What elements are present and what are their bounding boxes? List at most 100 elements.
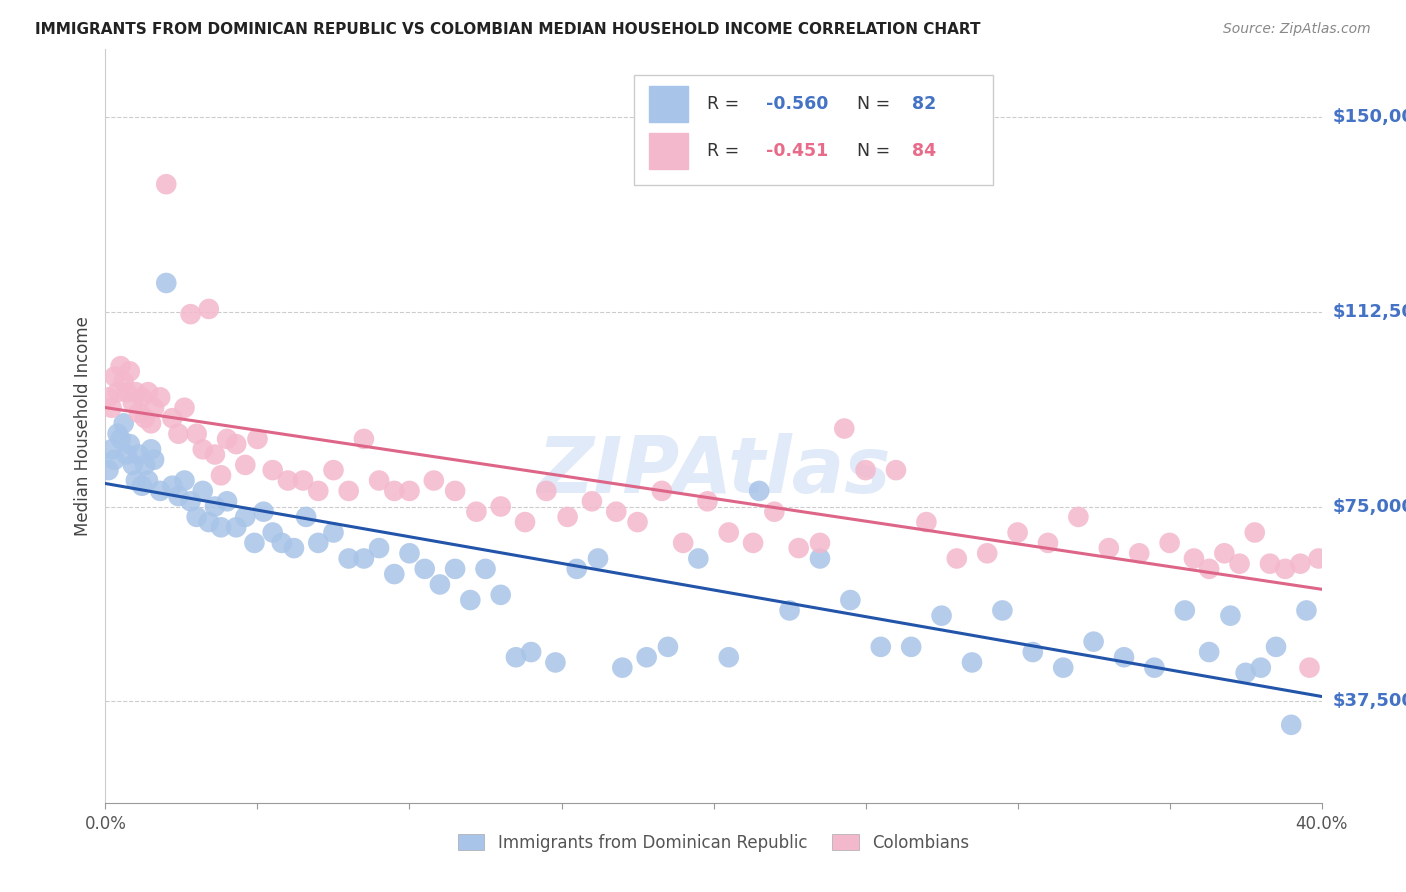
Point xyxy=(636,650,658,665)
Point xyxy=(398,483,420,498)
Point xyxy=(128,448,150,462)
Point xyxy=(277,474,299,488)
Point xyxy=(143,401,166,415)
Text: N =: N = xyxy=(858,142,896,160)
Point xyxy=(322,463,344,477)
Point xyxy=(134,458,156,472)
Point xyxy=(209,468,232,483)
Point xyxy=(186,509,208,524)
Point xyxy=(544,656,567,670)
Point xyxy=(651,483,673,498)
Text: $37,500: $37,500 xyxy=(1333,692,1406,710)
Point xyxy=(110,359,132,373)
Point xyxy=(808,536,831,550)
Point xyxy=(173,474,195,488)
Point xyxy=(1007,525,1029,540)
Point xyxy=(115,448,138,462)
Point xyxy=(173,401,195,415)
Text: R =: R = xyxy=(707,95,745,113)
Point xyxy=(855,463,877,477)
Point xyxy=(118,437,141,451)
Point xyxy=(1234,665,1257,680)
Legend: Immigrants from Dominican Republic, Colombians: Immigrants from Dominican Republic, Colo… xyxy=(451,827,976,858)
Point xyxy=(103,452,125,467)
Point xyxy=(742,536,765,550)
Point xyxy=(1182,551,1205,566)
Point xyxy=(121,458,143,472)
Point xyxy=(167,489,190,503)
Point xyxy=(262,463,284,477)
Point xyxy=(1289,557,1312,571)
Point xyxy=(225,437,247,451)
Point xyxy=(458,593,481,607)
Point xyxy=(1298,660,1320,674)
Y-axis label: Median Household Income: Median Household Income xyxy=(73,316,91,536)
Point xyxy=(97,390,120,404)
Point xyxy=(717,650,740,665)
Point xyxy=(717,525,740,540)
Point xyxy=(191,483,214,498)
Point xyxy=(1274,562,1296,576)
Text: 82: 82 xyxy=(911,95,936,113)
Point xyxy=(252,505,274,519)
Point xyxy=(107,426,129,441)
Point xyxy=(112,375,135,389)
Point xyxy=(1112,650,1135,665)
Point xyxy=(1128,546,1150,560)
Point xyxy=(204,448,226,462)
Point xyxy=(307,483,329,498)
Point xyxy=(1250,660,1272,674)
Point xyxy=(198,301,221,316)
Point xyxy=(337,551,360,566)
Point xyxy=(225,520,247,534)
Point xyxy=(125,474,148,488)
Point xyxy=(1052,660,1074,674)
Point xyxy=(1174,603,1197,617)
Point xyxy=(322,525,344,540)
Point xyxy=(626,515,648,529)
Point xyxy=(125,385,148,400)
Text: IMMIGRANTS FROM DOMINICAN REPUBLIC VS COLOMBIAN MEDIAN HOUSEHOLD INCOME CORRELAT: IMMIGRANTS FROM DOMINICAN REPUBLIC VS CO… xyxy=(35,22,980,37)
Point xyxy=(398,546,420,560)
Text: N =: N = xyxy=(858,95,896,113)
Point xyxy=(131,390,153,404)
Point xyxy=(1083,634,1105,648)
Point xyxy=(307,536,329,550)
Point xyxy=(368,541,391,555)
Point xyxy=(1159,536,1181,550)
Point xyxy=(353,432,375,446)
Point xyxy=(1295,603,1317,617)
Text: 84: 84 xyxy=(911,142,936,160)
Text: -0.560: -0.560 xyxy=(766,95,828,113)
Point xyxy=(976,546,998,560)
Point xyxy=(1279,718,1302,732)
Text: ZIPAtlas: ZIPAtlas xyxy=(537,434,890,509)
Point xyxy=(136,474,159,488)
Point xyxy=(787,541,810,555)
Point xyxy=(884,463,907,477)
Point xyxy=(1258,557,1281,571)
Point xyxy=(839,593,862,607)
Point xyxy=(368,474,391,488)
Point xyxy=(489,500,512,514)
Point xyxy=(945,551,967,566)
Point xyxy=(557,509,579,524)
Point xyxy=(353,551,375,566)
Point xyxy=(931,608,953,623)
Point xyxy=(581,494,603,508)
Point xyxy=(149,483,172,498)
Point xyxy=(143,452,166,467)
Point xyxy=(779,603,801,617)
Point xyxy=(100,442,122,457)
Text: $75,000: $75,000 xyxy=(1333,498,1406,516)
Point xyxy=(162,479,184,493)
Point xyxy=(180,307,202,321)
Point xyxy=(382,483,405,498)
Point xyxy=(382,567,405,582)
Point xyxy=(1098,541,1121,555)
Point xyxy=(139,417,162,431)
Text: -0.451: -0.451 xyxy=(766,142,828,160)
Point xyxy=(217,432,239,446)
Point xyxy=(1143,660,1166,674)
Point xyxy=(204,500,226,514)
